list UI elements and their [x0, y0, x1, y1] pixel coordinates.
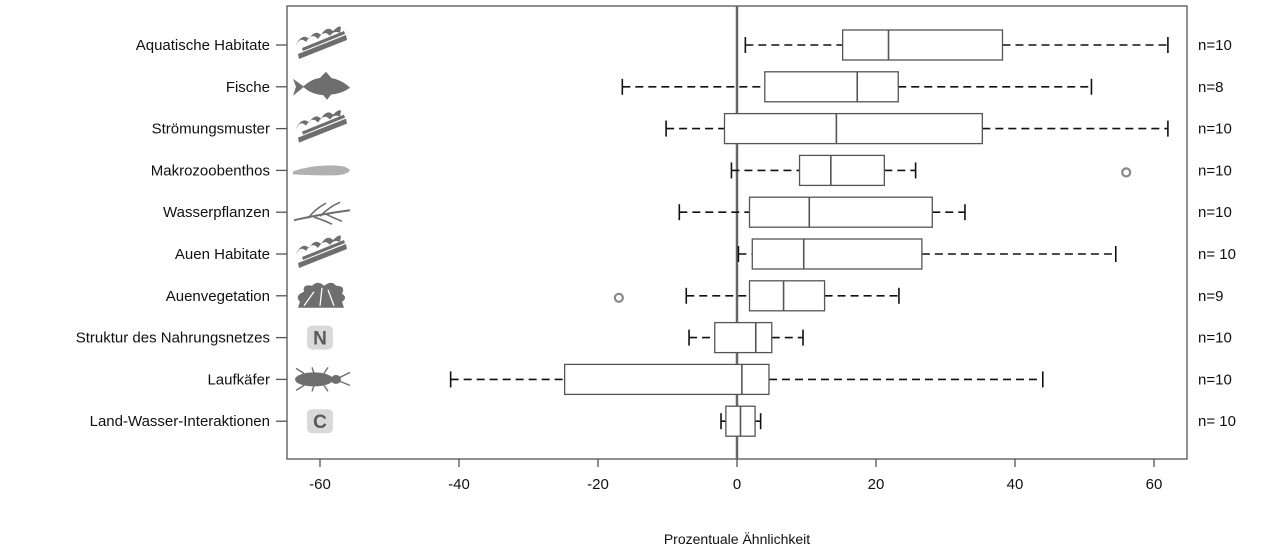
svg-text:C: C	[313, 412, 327, 433]
boxplot-row	[737, 238, 1117, 270]
n-label: n= 10	[1198, 413, 1236, 430]
iqr-box	[748, 196, 933, 228]
worm-icon	[293, 165, 350, 176]
category-label: Wasserpflanzen	[163, 204, 270, 221]
n-label: n=8	[1198, 79, 1223, 96]
category-label: Aquatische Habitate	[136, 37, 270, 54]
n-label: n=10	[1198, 121, 1232, 138]
boxplot-row	[744, 29, 1169, 61]
plant-icon	[293, 201, 351, 225]
x-tick-label: 40	[1007, 476, 1024, 493]
x-tick-label: -20	[587, 476, 609, 493]
letter-c-icon: C	[307, 409, 333, 434]
category-label: Struktur des Nahrungsnetzes	[76, 330, 270, 347]
iqr-box	[798, 154, 885, 187]
boxplot-row	[613, 280, 900, 312]
category-label: Auen Habitate	[175, 246, 270, 263]
letter-n-icon: N	[307, 325, 333, 350]
n-label: n=10	[1198, 371, 1232, 388]
fish-icon	[293, 71, 350, 100]
n-label: n=10	[1198, 330, 1232, 347]
x-tick-label: 60	[1146, 476, 1163, 493]
n-label: n=9	[1198, 288, 1223, 305]
outlier-point	[1121, 167, 1132, 178]
iqr-box	[714, 321, 773, 354]
n-label: n=10	[1198, 37, 1232, 54]
x-axis-title: Prozentuale Ähnlichkeit	[664, 531, 810, 547]
iqr-box	[841, 29, 1004, 61]
category-label: Makrozoobenthos	[151, 162, 270, 179]
iqr-box	[748, 280, 826, 312]
beetle-icon	[295, 367, 351, 392]
x-tick-label: 0	[733, 476, 741, 493]
boxplot-row	[665, 112, 1169, 145]
n-label: n=10	[1198, 162, 1232, 179]
boxplot-row	[678, 196, 966, 228]
iqr-box	[751, 238, 923, 270]
boxplot-row	[720, 405, 762, 437]
habitat-icon	[296, 26, 347, 59]
category-label: Auenvegetation	[166, 288, 270, 305]
boxplot-row	[621, 71, 1093, 103]
svg-text:N: N	[313, 329, 327, 350]
shrub-icon	[297, 282, 345, 308]
x-tick-label: -60	[309, 476, 331, 493]
outlier-point	[613, 292, 624, 303]
habitat-icon	[296, 110, 347, 143]
iqr-box	[764, 71, 899, 103]
n-label: n=10	[1198, 204, 1232, 221]
category-label: Laufkäfer	[207, 371, 270, 388]
category-label: Land-Wasser-Interaktionen	[90, 413, 270, 430]
n-label: n= 10	[1198, 246, 1236, 263]
iqr-box	[563, 363, 770, 396]
boxplot-row	[688, 321, 804, 354]
category-label: Fische	[226, 79, 270, 96]
x-tick-label: -40	[448, 476, 470, 493]
category-label: Strömungsmuster	[152, 121, 270, 138]
boxplot-row	[730, 154, 1132, 187]
iqr-box	[723, 112, 983, 145]
x-tick-label: 20	[868, 476, 885, 493]
boxplot-row	[449, 363, 1044, 396]
habitat-icon	[296, 235, 347, 268]
